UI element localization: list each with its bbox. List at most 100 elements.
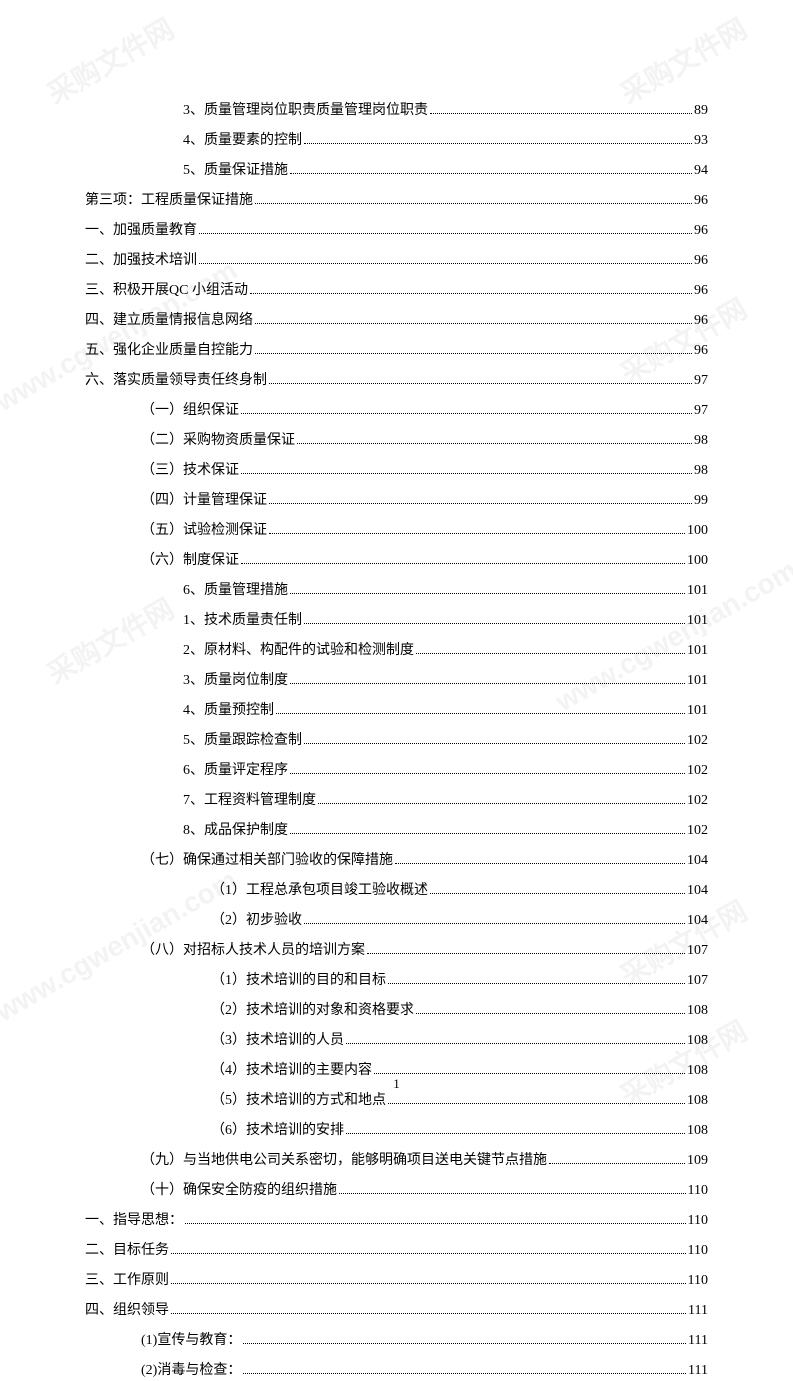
toc-entry-text: 一、加强质量教育 [85, 220, 197, 241]
toc-entry-page: 101 [687, 670, 708, 691]
toc-entry: （一）组织保证97 [85, 400, 708, 421]
toc-entry-text: 6、质量评定程序 [183, 760, 288, 781]
toc-leader-dots [243, 1343, 686, 1344]
toc-entry-text: (2)消毒与检查： [141, 1360, 241, 1381]
toc-entry-page: 89 [694, 100, 708, 121]
toc-entry-page: 107 [687, 940, 708, 961]
toc-leader-dots [199, 263, 692, 264]
toc-entry-text: （6）技术培训的安排 [211, 1120, 344, 1141]
toc-leader-dots [430, 113, 692, 114]
toc-entry-text: （九）与当地供电公司关系密切，能够明确项目送电关键节点措施 [141, 1150, 547, 1171]
toc-entry-page: 94 [694, 160, 708, 181]
toc-entry: 二、加强技术培训96 [85, 250, 708, 271]
toc-entry-page: 110 [688, 1240, 708, 1261]
toc-entry-text: 六、落实质量领导责任终身制 [85, 370, 267, 391]
toc-entry: （四）计量管理保证99 [85, 490, 708, 511]
toc-entry-text: 二、目标任务 [85, 1240, 169, 1261]
toc-entry-text: （八）对招标人技术人员的培训方案 [141, 940, 365, 961]
toc-entry-text: （1）工程总承包项目竣工验收概述 [211, 880, 428, 901]
toc-leader-dots [171, 1313, 686, 1314]
toc-leader-dots [269, 533, 685, 534]
toc-entry-page: 108 [687, 1120, 708, 1141]
toc-entry: （5）技术培训的方式和地点 108 [85, 1090, 708, 1111]
toc-leader-dots [367, 953, 685, 954]
watermark: 采购文件网 [612, 8, 753, 113]
toc-entry-text: 四、建立质量情报信息网络 [85, 310, 253, 331]
toc-entry: 5、质量跟踪检查制102 [85, 730, 708, 751]
toc-entry: （2）技术培训的对象和资格要求 108 [85, 1000, 708, 1021]
toc-leader-dots [388, 983, 685, 984]
toc-entry-page: 96 [694, 220, 708, 241]
toc-entry-text: 4、质量预控制 [183, 700, 274, 721]
toc-entry: （1）技术培训的目的和目标107 [85, 970, 708, 991]
toc-leader-dots [241, 473, 692, 474]
toc-entry-text: 三、积极开展QC 小组活动 [85, 280, 248, 301]
toc-entry-text: （5）技术培训的方式和地点 [211, 1090, 386, 1111]
toc-leader-dots [290, 593, 685, 594]
toc-entry-text: （三）技术保证 [141, 460, 239, 481]
toc-entry-page: 110 [688, 1210, 708, 1231]
toc-leader-dots [304, 923, 685, 924]
toc-entry-text: 五、强化企业质量自控能力 [85, 340, 253, 361]
toc-entry-text: 3、质量管理岗位职责质量管理岗位职责 [183, 100, 428, 121]
toc-entry-page: 111 [688, 1300, 708, 1321]
toc-leader-dots [290, 173, 692, 174]
toc-entry-page: 100 [687, 550, 708, 571]
toc-entry-page: 97 [694, 400, 708, 421]
toc-entry: （2）初步验收104 [85, 910, 708, 931]
toc-entry-text: (1)宣传与教育： [141, 1330, 241, 1351]
toc-entry: （4）技术培训的主要内容108 [85, 1060, 708, 1081]
toc-entry-text: 7、工程资料管理制度 [183, 790, 316, 811]
toc-entry-text: 一、指导思想： [85, 1210, 183, 1231]
toc-entry-text: 3、质量岗位制度 [183, 670, 288, 691]
toc-entry: （二）采购物资质量保证 98 [85, 430, 708, 451]
toc-leader-dots [339, 1193, 686, 1194]
toc-leader-dots [250, 293, 692, 294]
toc-leader-dots [276, 713, 685, 714]
toc-entry: 8、成品保护制度102 [85, 820, 708, 841]
toc-entry-text: （二）采购物资质量保证 [141, 430, 295, 451]
toc-entry-page: 110 [688, 1270, 708, 1291]
toc-entry-text: （4）技术培训的主要内容 [211, 1060, 372, 1081]
toc-entry-page: 108 [687, 1000, 708, 1021]
toc-entry-text: 8、成品保护制度 [183, 820, 288, 841]
toc-entry-page: 102 [687, 790, 708, 811]
toc-entry: 第三项：工程质量保证措施96 [85, 190, 708, 211]
toc-entry: 6、质量评定程序102 [85, 760, 708, 781]
toc-entry: 3、质量岗位制度 101 [85, 670, 708, 691]
toc-entry-page: 107 [687, 970, 708, 991]
toc-leader-dots [290, 683, 685, 684]
toc-entry: 5、质量保证措施94 [85, 160, 708, 181]
toc-entry: 1、技术质量责任制101 [85, 610, 708, 631]
toc-entry-page: 111 [688, 1330, 708, 1351]
toc-entry: （三）技术保证98 [85, 460, 708, 481]
toc-entry-text: 5、质量跟踪检查制 [183, 730, 302, 751]
toc-entry: 一、指导思想： 110 [85, 1210, 708, 1231]
toc-entry: 3、质量管理岗位职责质量管理岗位职责 89 [85, 100, 708, 121]
toc-entry-page: 110 [688, 1180, 708, 1201]
toc-entry-text: 二、加强技术培训 [85, 250, 197, 271]
toc-leader-dots [374, 1073, 685, 1074]
toc-entry-text: （六）制度保证 [141, 550, 239, 571]
toc-entry-page: 101 [687, 640, 708, 661]
toc-leader-dots [171, 1283, 686, 1284]
toc-entry-page: 109 [687, 1150, 708, 1171]
toc-entry: 2、原材料、构配件的试验和检测制度101 [85, 640, 708, 661]
toc-entry-page: 101 [687, 580, 708, 601]
toc-entry: 六、落实质量领导责任终身制97 [85, 370, 708, 391]
toc-entry: 7、工程资料管理制度 102 [85, 790, 708, 811]
toc-entry-text: （十）确保安全防疫的组织措施 [141, 1180, 337, 1201]
toc-entry-page: 98 [694, 430, 708, 451]
toc-entry: 二、目标任务 110 [85, 1240, 708, 1261]
toc-entry-text: （四）计量管理保证 [141, 490, 267, 511]
toc-entry: （八）对招标人技术人员的培训方案 107 [85, 940, 708, 961]
toc-entry-page: 108 [687, 1090, 708, 1111]
toc-entry-text: （2）技术培训的对象和资格要求 [211, 1000, 414, 1021]
toc-entry-text: 6、质量管理措施 [183, 580, 288, 601]
toc-leader-dots [171, 1253, 686, 1254]
toc-leader-dots [243, 1373, 686, 1374]
toc-entry-page: 111 [688, 1360, 708, 1381]
toc-entry: 4、质量预控制101 [85, 700, 708, 721]
toc-entry: (1)宣传与教育： 111 [85, 1330, 708, 1351]
toc-leader-dots [255, 323, 692, 324]
